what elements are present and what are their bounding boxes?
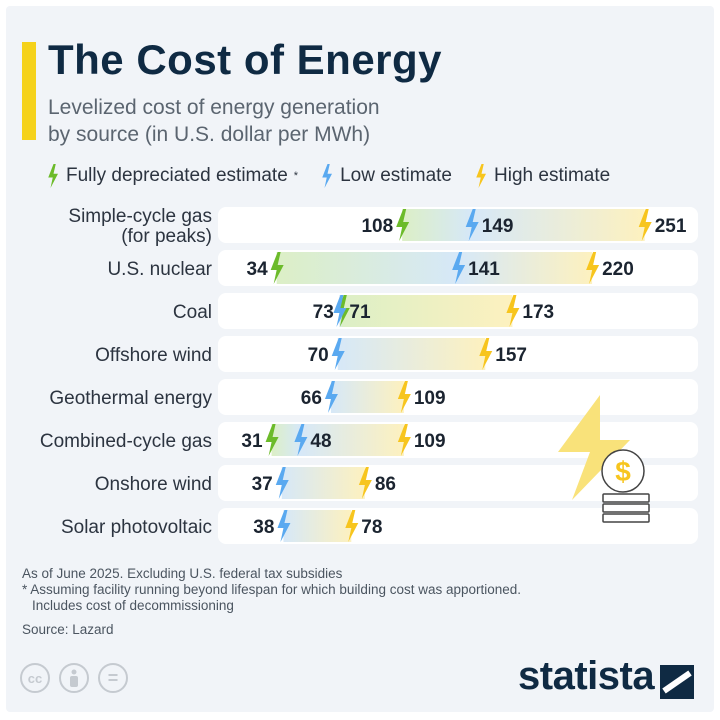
marker-fully_depreciated: [270, 252, 284, 284]
subtitle-line: Levelized cost of energy generation: [48, 96, 380, 119]
marker-low: [333, 295, 347, 327]
marker-low: [324, 381, 338, 413]
value-label-fully_depreciated: 108: [361, 216, 393, 237]
lightning-bolt-icon: [322, 164, 333, 188]
marker-low: [294, 424, 308, 456]
person-icon[interactable]: [59, 663, 89, 693]
range-bar: [339, 295, 513, 327]
legend-item-high: High estimate: [474, 164, 610, 188]
subtitle-line: by source (in U.S. dollar per MWh): [48, 123, 371, 146]
value-label-low: 141: [468, 259, 500, 280]
category-label: Simple-cycle gas (for peaks): [68, 206, 212, 247]
marker-high: [358, 467, 372, 499]
cc-icon[interactable]: cc: [20, 663, 50, 693]
legend-label: Fully depreciated estimate: [66, 165, 288, 186]
value-label-high: 78: [361, 517, 382, 538]
license-icons[interactable]: cc =: [20, 663, 128, 693]
footnotes: As of June 2025. Excluding U.S. federal …: [22, 566, 521, 638]
lightning-bolt-icon: [322, 164, 333, 188]
asterisk: *: [293, 170, 299, 182]
marker-low: [465, 209, 479, 241]
accent-bar: [22, 42, 36, 140]
value-label-low: 70: [308, 345, 329, 366]
statista-logo-mark: [660, 665, 694, 699]
value-label-low: 37: [252, 474, 273, 495]
bolt-coin-illustration: $: [558, 395, 650, 523]
marker-high: [586, 252, 600, 284]
value-label-high: 220: [602, 259, 634, 280]
value-label-fully_depreciated: 34: [247, 259, 269, 280]
range-bar: [330, 381, 404, 413]
category-label: Solar photovoltaic: [61, 517, 212, 538]
value-label-low: 38: [253, 517, 274, 538]
legend: Fully depreciated estimate * Low estimate H…: [46, 164, 610, 188]
marker-high: [506, 295, 520, 327]
value-label-high: 157: [495, 345, 527, 366]
range-bar: [337, 338, 486, 370]
value-label-low: 48: [310, 431, 331, 452]
lightning-bolt-icon: [476, 164, 487, 188]
legend-item-low: Low estimate: [320, 164, 452, 188]
marker-high: [345, 510, 359, 542]
lightning-bolt-icon: [48, 164, 58, 188]
category-label: Geothermal energy: [49, 388, 212, 409]
range-bar: [402, 209, 645, 241]
value-label-low: 71: [349, 302, 371, 323]
value-label-high: 109: [414, 388, 446, 409]
marker-high: [397, 424, 411, 456]
no-derivatives-icon[interactable]: =: [98, 663, 128, 693]
marker-low: [331, 338, 345, 370]
coin-stack-icon: $: [601, 449, 650, 523]
value-label-high: 173: [522, 302, 554, 323]
category-label: Offshore wind: [95, 345, 212, 366]
marker-high: [479, 338, 493, 370]
marker-fully_depreciated: [396, 209, 410, 241]
note-line: Includes cost of decommissioning: [32, 598, 234, 613]
lightning-bolt-icon: [48, 164, 58, 188]
note-line: As of June 2025. Excluding U.S. federal …: [22, 566, 343, 581]
marker-low: [277, 510, 291, 542]
legend-label: High estimate: [494, 165, 611, 186]
lightning-bolt-icon: [476, 164, 487, 188]
lightning-bolt-icon: [558, 395, 630, 500]
chart-title: The Cost of Energy: [48, 36, 443, 83]
marker-fully_depreciated: [265, 424, 279, 456]
category-label: U.S. nuclear: [107, 259, 212, 280]
svg-text:$: $: [615, 456, 631, 487]
statista-logo[interactable]: statista: [518, 654, 655, 698]
range-bar: [281, 467, 365, 499]
range-bar: [276, 252, 593, 284]
note-line: * Assuming facility running beyond lifes…: [22, 582, 522, 597]
range-bar: [283, 510, 352, 542]
marker-low: [452, 252, 466, 284]
legend-item-fully_depreciated: Fully depreciated estimate *: [46, 164, 298, 188]
value-label-high: 109: [414, 431, 446, 452]
row-background: [218, 379, 698, 415]
value-label-high: 251: [655, 216, 687, 237]
legend-label: Low estimate: [340, 165, 453, 186]
value-label-low: 66: [301, 388, 322, 409]
range-bar: [271, 424, 404, 456]
marker-high: [397, 381, 411, 413]
value-label-fully_depreciated: 31: [241, 431, 263, 452]
category-label: Coal: [173, 302, 212, 323]
category-label: Combined-cycle gas: [40, 431, 212, 452]
chart-subtitle: Levelized cost of energy generation by s…: [48, 94, 380, 148]
source: Source: Lazard: [22, 622, 114, 637]
value-label-low: 149: [482, 216, 514, 237]
marker-low: [275, 467, 289, 499]
value-label-high: 86: [375, 474, 396, 495]
value-label-fully_depreciated: 73: [313, 302, 334, 323]
marker-high: [638, 209, 652, 241]
category-label: Onshore wind: [95, 474, 212, 495]
